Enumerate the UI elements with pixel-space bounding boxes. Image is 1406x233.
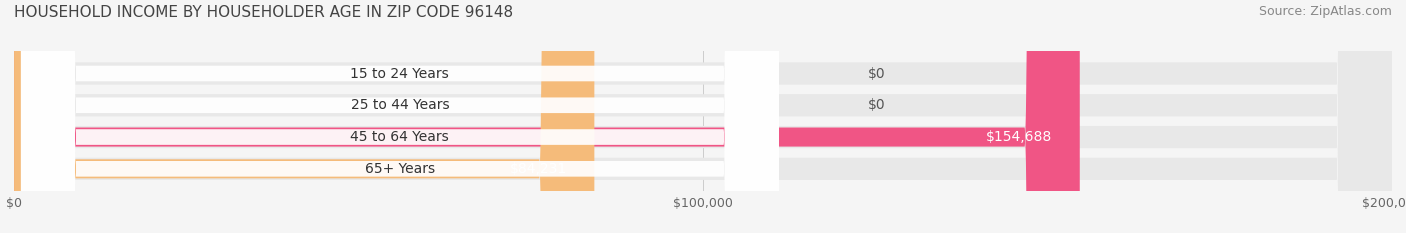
FancyBboxPatch shape (14, 0, 1392, 233)
FancyBboxPatch shape (14, 0, 595, 233)
FancyBboxPatch shape (21, 0, 779, 233)
Text: Source: ZipAtlas.com: Source: ZipAtlas.com (1258, 5, 1392, 18)
Text: HOUSEHOLD INCOME BY HOUSEHOLDER AGE IN ZIP CODE 96148: HOUSEHOLD INCOME BY HOUSEHOLDER AGE IN Z… (14, 5, 513, 20)
FancyBboxPatch shape (14, 0, 1392, 233)
Text: $0: $0 (869, 66, 886, 80)
FancyBboxPatch shape (14, 0, 69, 233)
FancyBboxPatch shape (14, 0, 1392, 233)
Text: 45 to 64 Years: 45 to 64 Years (350, 130, 450, 144)
Text: 15 to 24 Years: 15 to 24 Years (350, 66, 450, 80)
FancyBboxPatch shape (14, 0, 1080, 233)
Text: $154,688: $154,688 (986, 130, 1052, 144)
FancyBboxPatch shape (14, 0, 69, 233)
Text: $84,231: $84,231 (509, 162, 567, 176)
FancyBboxPatch shape (21, 0, 779, 233)
FancyBboxPatch shape (14, 0, 1392, 233)
Text: 25 to 44 Years: 25 to 44 Years (350, 98, 449, 112)
Text: 65+ Years: 65+ Years (364, 162, 434, 176)
FancyBboxPatch shape (21, 0, 779, 233)
FancyBboxPatch shape (21, 0, 779, 233)
Text: $0: $0 (869, 98, 886, 112)
